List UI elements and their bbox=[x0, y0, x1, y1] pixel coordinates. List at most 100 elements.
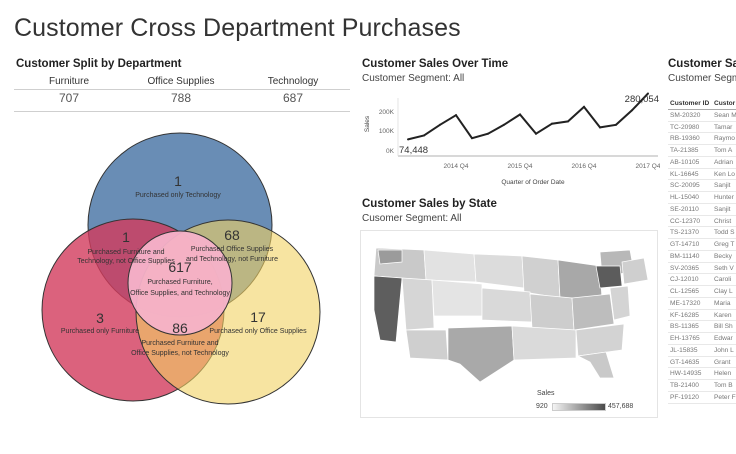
customer-id-cell: SM-20320 bbox=[670, 111, 701, 119]
state-mid-atlantic[interactable] bbox=[609, 285, 631, 321]
table-row[interactable]: TS-21370 Todd S bbox=[668, 227, 736, 239]
table-row[interactable]: BM-11140 Becky bbox=[668, 251, 736, 263]
label-only-technology: Purchased only Technology bbox=[135, 192, 221, 199]
state-washington[interactable] bbox=[377, 249, 403, 265]
table-row[interactable]: SE-20110 Sanjit bbox=[668, 204, 736, 216]
table-row[interactable]: CJ-12010 Caroli bbox=[668, 274, 736, 286]
table-row[interactable]: EH-13765 Edwar bbox=[668, 333, 736, 345]
us-states-map[interactable] bbox=[362, 232, 656, 382]
sales-point-2016-q2[interactable] bbox=[551, 122, 553, 125]
state-midwest[interactable] bbox=[529, 293, 575, 331]
customer-name-cell: Caroli bbox=[714, 276, 732, 284]
table-row[interactable]: RB-19360 Raymo bbox=[668, 133, 736, 145]
table-row[interactable]: TB-21400 Tom B bbox=[668, 380, 736, 392]
sales-point-2016-q1[interactable] bbox=[535, 132, 537, 135]
customer-name-cell: Karen bbox=[714, 311, 732, 319]
table-row[interactable]: GT-14710 Greg T bbox=[668, 239, 736, 251]
state-great-lakes[interactable] bbox=[557, 259, 603, 301]
label-all-three-2: Office Supplies, and Technology bbox=[130, 290, 230, 297]
table-row[interactable]: KL-16645 Ken Lo bbox=[668, 169, 736, 181]
sales-point-2015-q4[interactable] bbox=[519, 113, 521, 116]
table-row[interactable]: AB-10105 Adrian bbox=[668, 157, 736, 169]
table-row[interactable]: TC-20980 Tamar bbox=[668, 122, 736, 134]
customer-name-cell: Grant bbox=[714, 358, 731, 366]
sales-point-2014-q1[interactable] bbox=[407, 138, 409, 141]
sales-point-2015-q1[interactable] bbox=[471, 137, 473, 140]
dept-label: Technology bbox=[267, 76, 319, 87]
state-plains[interactable] bbox=[481, 287, 533, 323]
customer-name-cell: Clay L bbox=[714, 288, 733, 295]
customer-name-cell: Hunter bbox=[714, 194, 734, 201]
customer-id-cell: KF-16285 bbox=[670, 311, 699, 319]
state-new-england[interactable] bbox=[621, 257, 649, 285]
customer-name-cell: Tom A bbox=[714, 147, 733, 154]
table-row[interactable]: BS-11365 Bill Sh bbox=[668, 321, 736, 333]
sales-point-2014-q4[interactable] bbox=[455, 114, 457, 117]
dept-col-technology[interactable]: Technology 687 bbox=[238, 76, 348, 105]
label-furniture-office-2: Office Supplies, not Technology bbox=[131, 350, 229, 357]
column-header-customer-id[interactable]: Customer ID bbox=[670, 100, 710, 107]
sales-points bbox=[407, 92, 649, 141]
state-southeast[interactable] bbox=[575, 323, 625, 357]
customer-id-cell: PF-19120 bbox=[670, 393, 699, 401]
sales-line-series[interactable] bbox=[407, 92, 649, 141]
table-row[interactable]: SV-20365 Seth V bbox=[668, 263, 736, 275]
customer-name-cell: Adrian bbox=[714, 158, 734, 166]
sales-point-2016-q4[interactable] bbox=[583, 105, 585, 108]
label-all-three-1: Purchased Furniture, bbox=[147, 279, 212, 286]
divider bbox=[14, 111, 350, 112]
venn-region-all-three[interactable] bbox=[127, 230, 233, 336]
customer-table: Customer ID Custor SM-20320 Sean M TC-2098… bbox=[668, 98, 736, 404]
column-header-customer-name[interactable]: Custor bbox=[714, 100, 736, 107]
customer-name-cell: Edwar bbox=[714, 335, 733, 342]
sales-point-2017-q1[interactable] bbox=[599, 126, 601, 129]
customer-name-cell: Todd S bbox=[714, 229, 735, 237]
customer-id-cell: HW-14935 bbox=[670, 370, 702, 378]
state-colorado-wyoming[interactable] bbox=[431, 279, 483, 317]
state-montana[interactable] bbox=[423, 249, 477, 283]
customer-id-cell: TB-21400 bbox=[670, 382, 699, 389]
table-row[interactable]: ME-17320 Maria bbox=[668, 298, 736, 310]
table-row[interactable]: SC-20095 Sanjit bbox=[668, 180, 736, 192]
sales-point-2014-q2[interactable] bbox=[423, 134, 425, 137]
table-row[interactable]: GT-14635 Grant bbox=[668, 357, 736, 369]
table-row[interactable]: JL-15835 John L bbox=[668, 345, 736, 357]
table-row[interactable]: PF-19120 Peter F bbox=[668, 392, 736, 404]
customer-name-cell: John L bbox=[714, 346, 734, 354]
state-nevada-utah[interactable] bbox=[401, 277, 435, 331]
dept-col-furniture[interactable]: Furniture 707 bbox=[14, 76, 124, 105]
count-only-technology: 1 bbox=[174, 173, 182, 189]
table-row[interactable]: KF-16285 Karen bbox=[668, 310, 736, 322]
customer-name-cell: Sean M bbox=[714, 111, 736, 119]
table-row[interactable]: TA-21385 Tom A bbox=[668, 145, 736, 157]
table-row[interactable]: CL-12565 Clay L bbox=[668, 286, 736, 298]
sales-point-2016-q3[interactable] bbox=[567, 120, 569, 123]
customer-id-cell: CC-12370 bbox=[670, 217, 701, 225]
dept-col-office-supplies[interactable]: Office Supplies 788 bbox=[126, 76, 236, 105]
sales-over-time-chart[interactable]: Sales 200K 100K 0K 2014 Q4 2015 Q4 2016 Q4… bbox=[360, 86, 660, 190]
state-ohio-valley[interactable] bbox=[571, 293, 615, 331]
table-row[interactable]: HL-15040 Hunter bbox=[668, 192, 736, 204]
sales-point-2015-q3[interactable] bbox=[503, 123, 505, 126]
sales-point-2017-q4[interactable] bbox=[647, 92, 649, 95]
state-dakotas[interactable] bbox=[473, 253, 525, 289]
table-row[interactable]: CC-12370 Christ bbox=[668, 216, 736, 228]
customer-id-cell: CJ-12010 bbox=[670, 276, 699, 284]
state-california[interactable] bbox=[373, 275, 403, 343]
state-south-central[interactable] bbox=[511, 325, 577, 361]
sales-point-2017-q3[interactable] bbox=[631, 109, 633, 112]
state-arizona-nm[interactable] bbox=[405, 329, 449, 361]
table-row[interactable]: HW-14935 Helen bbox=[668, 368, 736, 380]
customer-id-cell: HL-15040 bbox=[670, 194, 699, 201]
x-tick: 2016 Q4 bbox=[572, 163, 597, 170]
sales-point-2017-q2[interactable] bbox=[615, 123, 617, 126]
table-row[interactable]: SM-20320 Sean M bbox=[668, 110, 736, 122]
state-florida[interactable] bbox=[576, 351, 615, 379]
state-texas[interactable] bbox=[447, 325, 515, 382]
customer-id-cell: GT-14635 bbox=[670, 358, 700, 366]
sales-point-2014-q3[interactable] bbox=[439, 123, 441, 126]
x-tick: 2015 Q4 bbox=[508, 163, 533, 170]
customer-name-cell: Christ bbox=[714, 217, 732, 225]
sales-point-2015-q2[interactable] bbox=[487, 132, 489, 135]
state-new-york[interactable] bbox=[595, 265, 623, 289]
